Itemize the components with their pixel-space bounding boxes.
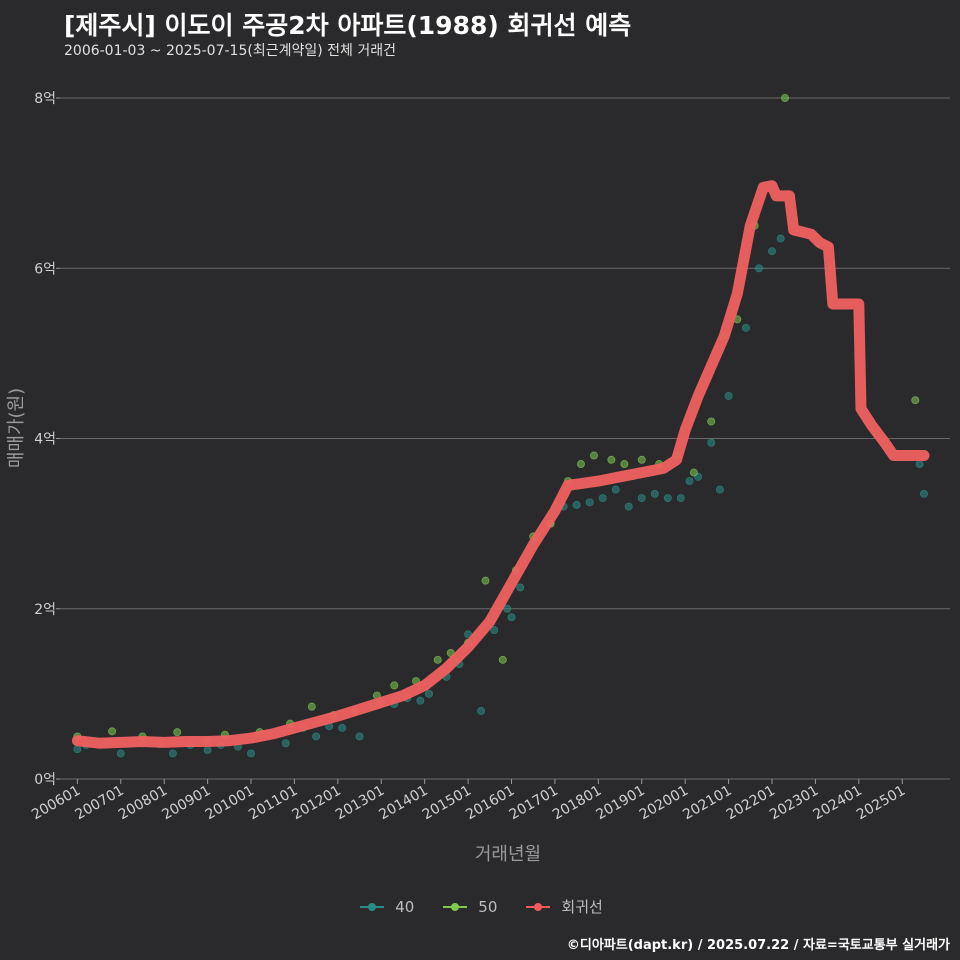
x-tick-label: 202201: [724, 783, 778, 824]
point-40: [707, 438, 716, 447]
point-50: [576, 460, 585, 469]
point-40: [598, 494, 607, 503]
x-tick-label: 201601: [463, 783, 517, 824]
point-40: [768, 247, 777, 256]
point-40: [507, 613, 516, 622]
grid-layer: [56, 97, 950, 784]
point-40: [168, 749, 177, 758]
point-50: [607, 455, 616, 464]
x-tick-label: 200701: [72, 783, 126, 824]
point-50: [689, 468, 698, 477]
y-tick-label: 4억: [34, 432, 56, 448]
point-40: [516, 583, 525, 592]
x-tick-label: 200901: [159, 783, 213, 824]
x-axis-label: 거래년월: [475, 844, 541, 865]
scatter-chart: 0억 2억 4억 6억 8억 20060120070120080120090120100…: [6, 91, 950, 865]
point-40: [611, 485, 620, 494]
point-40: [73, 745, 82, 754]
x-tick-label: 201401: [376, 783, 430, 824]
point-40: [915, 460, 924, 469]
x-tick-label: 201901: [593, 783, 647, 824]
point-50: [781, 94, 790, 103]
y-tick-label: 6억: [34, 261, 56, 277]
point-50: [911, 396, 920, 405]
source-credit: ©디아파트(dapt.kr) / 2025.07.22 / 자료=국토교통부 실…: [566, 938, 950, 953]
x-tick-label: 201701: [507, 783, 561, 824]
point-40: [490, 626, 499, 635]
point-40: [754, 264, 763, 273]
y-tick-label: 0억: [34, 772, 56, 788]
legend-key-40: [357, 898, 387, 916]
point-40: [281, 739, 290, 748]
point-40: [503, 604, 512, 613]
point-50: [620, 460, 629, 469]
point-40: [312, 732, 321, 741]
x-tick-label: 201801: [550, 783, 604, 824]
y-tick-label: 8억: [34, 91, 56, 107]
point-50: [307, 702, 316, 711]
legend-label-regression: 회귀선: [561, 898, 603, 916]
point-40: [650, 489, 659, 498]
point-40: [776, 234, 785, 243]
x-tick-label: 202401: [811, 783, 865, 824]
point-50: [481, 576, 490, 585]
point-40: [585, 498, 594, 507]
point-50: [390, 681, 399, 690]
x-tick-label: 200801: [116, 783, 170, 824]
x-tick-label: 202001: [637, 783, 691, 824]
point-40: [572, 500, 581, 509]
point-40: [247, 749, 256, 758]
x-tick-label: 201501: [420, 783, 474, 824]
x-tick-label: 201201: [290, 783, 344, 824]
point-50: [108, 727, 117, 736]
point-40: [741, 323, 750, 332]
y-tick-labels: 0억 2억 4억 6억 8억: [34, 91, 56, 788]
point-40: [919, 489, 928, 498]
point-40: [676, 494, 685, 503]
x-tick-label: 202101: [680, 783, 734, 824]
regression-line-layer: [71, 180, 930, 749]
data-points: [73, 94, 928, 758]
point-40: [724, 391, 733, 400]
x-tick-label: 201301: [333, 783, 387, 824]
point-40: [338, 723, 347, 732]
x-tick-label: 201001: [203, 783, 257, 824]
point-50: [637, 455, 646, 464]
legend-item-regression: 회귀선: [523, 896, 603, 917]
legend-label-50: 50: [478, 897, 498, 916]
point-40: [416, 696, 425, 705]
point-50: [590, 451, 599, 460]
y-axis-label: 매매가(원): [6, 388, 27, 468]
point-40: [203, 746, 212, 755]
point-40: [116, 749, 125, 758]
y-tick-label: 2억: [34, 602, 56, 618]
legend-label-40: 40: [395, 897, 415, 916]
point-40: [464, 630, 473, 639]
x-tick-label: 201101: [246, 783, 300, 824]
regression-line: [71, 180, 930, 749]
point-50: [498, 655, 507, 664]
point-50: [173, 728, 182, 737]
point-40: [624, 502, 633, 511]
point-40: [425, 689, 434, 698]
legend-key-50: [440, 898, 470, 916]
x-tick-label: 200601: [29, 783, 83, 824]
point-40: [477, 706, 486, 715]
legend-item-50: 50: [440, 896, 497, 917]
point-40: [663, 494, 672, 503]
point-40: [715, 485, 724, 494]
point-40: [355, 732, 364, 741]
point-50: [707, 417, 716, 426]
legend: 40 50 회귀선: [0, 896, 960, 917]
legend-item-40: 40: [357, 896, 414, 917]
x-tick-label: 202301: [767, 783, 821, 824]
x-tick-labels: 2006012007012008012009012010012011012012…: [29, 783, 908, 824]
chart-title: [제주시] 이도이 주공2차 아파트(1988) 회귀선 예측: [64, 11, 632, 40]
x-tick-label: 202501: [854, 783, 908, 824]
chart-subtitle: 2006-01-03 ~ 2025-07-15(최근계약일) 전체 거래건: [64, 43, 396, 59]
point-40: [637, 494, 646, 503]
point-40: [685, 477, 694, 486]
point-50: [433, 655, 442, 664]
legend-key-regression: [523, 898, 553, 916]
